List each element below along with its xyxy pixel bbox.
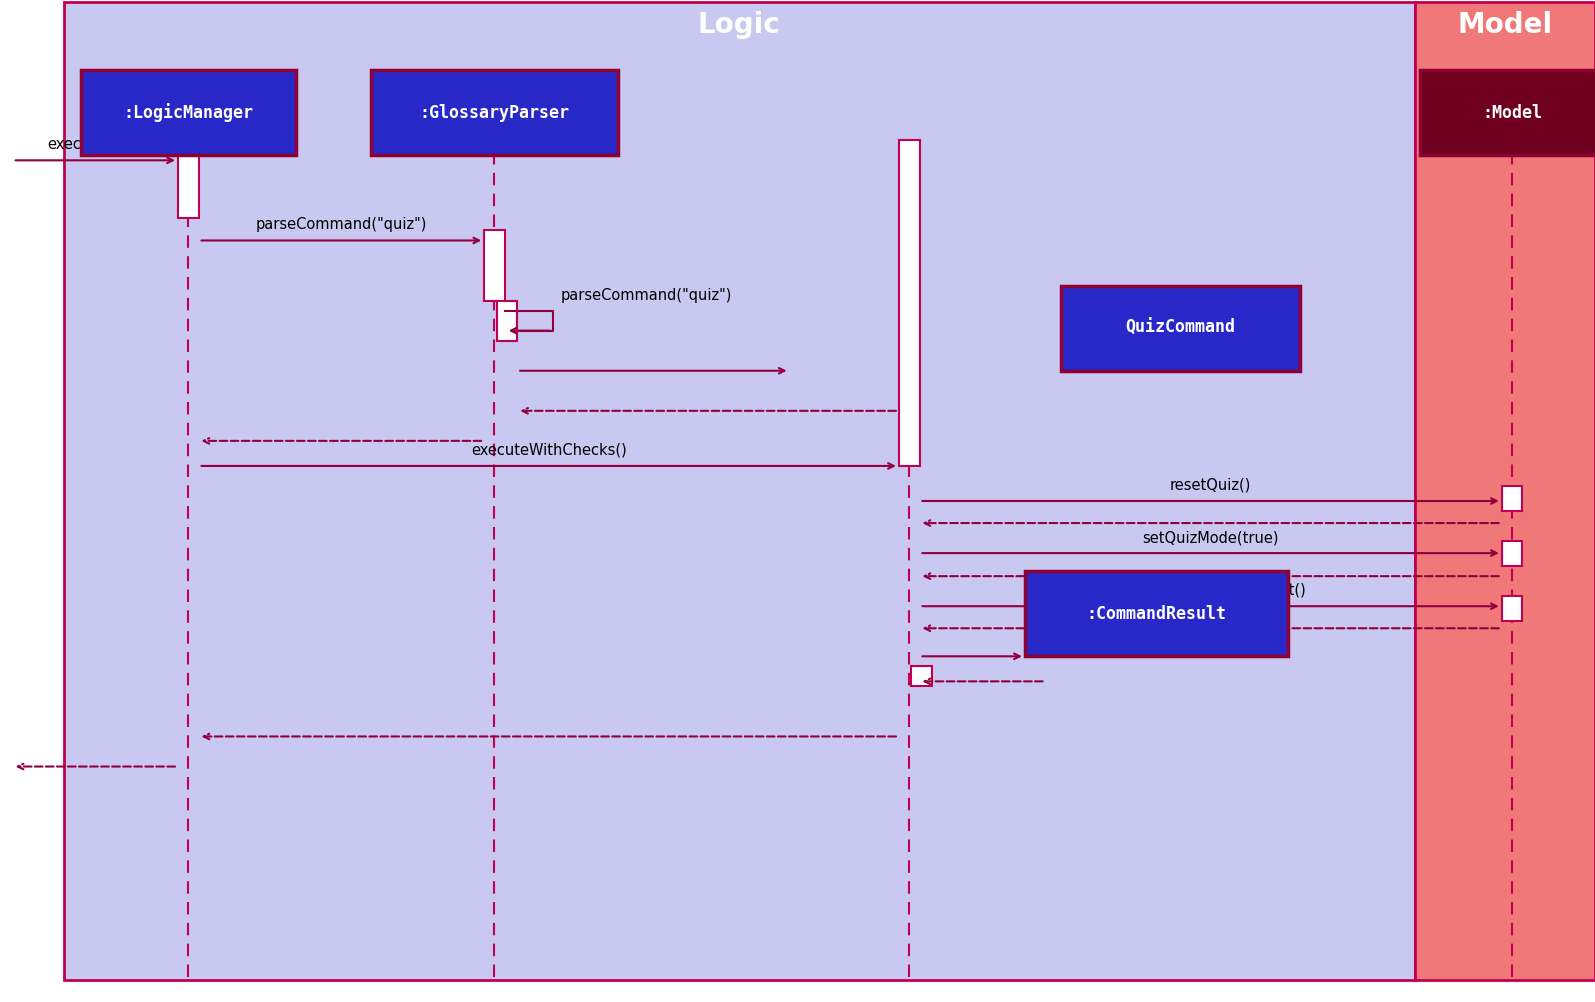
Text: executeWithChecks(): executeWithChecks() — [471, 443, 627, 458]
Text: :GlossaryParser: :GlossaryParser — [419, 104, 569, 121]
Text: :Model: :Model — [1482, 104, 1542, 121]
Bar — [80, 70, 297, 155]
Bar — [485, 230, 504, 301]
Bar — [64, 2, 1415, 980]
Text: Logic: Logic — [699, 11, 780, 39]
Text: Model: Model — [1458, 11, 1552, 39]
Bar — [1420, 70, 1595, 155]
Bar — [1415, 2, 1595, 980]
Bar — [177, 140, 198, 218]
Text: :LogicManager: :LogicManager — [123, 103, 254, 122]
Text: QuizCommand: QuizCommand — [1126, 320, 1235, 337]
Bar — [1061, 286, 1300, 371]
Bar — [1502, 541, 1523, 566]
Bar — [900, 140, 919, 466]
Text: parseCommand("quiz"): parseCommand("quiz") — [561, 288, 732, 303]
Bar — [496, 301, 517, 341]
Bar — [1024, 571, 1289, 656]
Bar — [911, 666, 931, 686]
Text: parseCommand("quiz"): parseCommand("quiz") — [255, 217, 427, 232]
Text: setQuizMode(true): setQuizMode(true) — [1142, 530, 1279, 545]
Bar — [370, 70, 619, 155]
Text: updateFilteredPhraseList(): updateFilteredPhraseList() — [1115, 583, 1306, 598]
Text: :CommandResult: :CommandResult — [1086, 605, 1227, 622]
Bar — [1502, 596, 1523, 621]
Bar — [1502, 486, 1523, 511]
Text: resetQuiz(): resetQuiz() — [1169, 478, 1252, 493]
Text: execute("quiz"): execute("quiz") — [48, 137, 160, 152]
